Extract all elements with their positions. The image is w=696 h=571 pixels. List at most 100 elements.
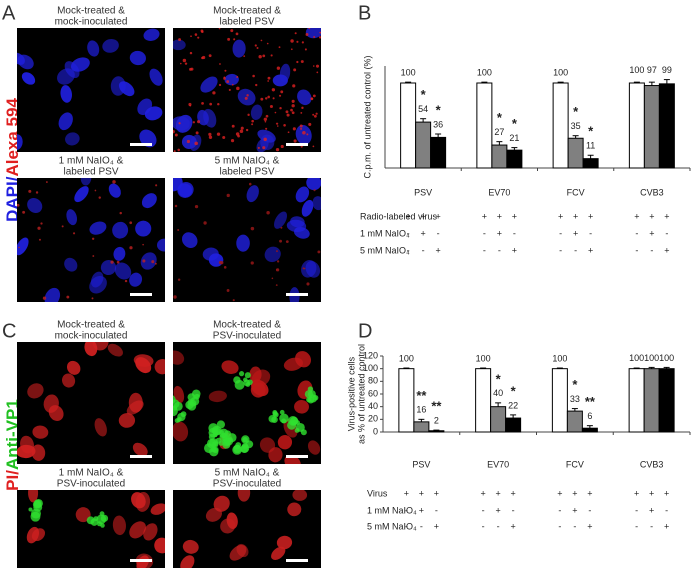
- micrograph: [173, 490, 321, 568]
- significance: *: [511, 383, 517, 398]
- panel-letter: B: [358, 2, 371, 24]
- label-dot: [280, 144, 284, 149]
- label-dot: [37, 226, 41, 230]
- value-label: 2: [434, 415, 439, 425]
- label-dot: [186, 139, 191, 144]
- virus-stain: [233, 376, 241, 384]
- treatment-sign: -: [483, 228, 486, 238]
- y-tick-label: 60: [368, 388, 378, 398]
- label-dot: [226, 289, 230, 292]
- error-bar: [510, 414, 517, 419]
- value-label: 100: [399, 353, 414, 363]
- virus-stain: [245, 440, 254, 449]
- nucleus: [58, 112, 73, 131]
- virus-stain: [173, 410, 174, 415]
- label-dot: [124, 279, 128, 283]
- label-dot: [45, 181, 48, 183]
- nucleus: [129, 272, 143, 287]
- nucleus: [27, 197, 43, 214]
- micrograph: [173, 342, 321, 464]
- label-dot: [112, 180, 116, 184]
- virus-stain: [30, 511, 41, 522]
- treatment-sign: -: [420, 521, 423, 531]
- bar: [398, 368, 415, 433]
- label-dot: [250, 261, 254, 265]
- label-dot: [194, 205, 199, 209]
- label-dot: [245, 128, 249, 132]
- label-dot: [235, 32, 239, 36]
- value-label: 100: [477, 68, 492, 78]
- treatment-sign: +: [588, 245, 593, 255]
- treatment-sign: +: [512, 245, 517, 255]
- image-caption: Mock-treated &: [213, 6, 281, 17]
- treatment-sign: -: [573, 521, 576, 531]
- treatment-sign: +: [495, 488, 500, 498]
- value-label: 100: [552, 353, 567, 363]
- label-dot: [308, 122, 312, 126]
- scale-bar: [286, 143, 308, 146]
- nucleus: [108, 183, 121, 198]
- image-caption: PSV-inoculated: [213, 479, 281, 490]
- significance: **: [585, 394, 596, 409]
- bar: [658, 83, 675, 169]
- label-dot: [264, 120, 267, 123]
- virus-stain: [177, 416, 182, 422]
- virus-stain: [219, 430, 224, 435]
- label-dot: [255, 83, 258, 87]
- label-dot: [292, 127, 296, 131]
- y-tick-label: 80: [368, 376, 378, 386]
- image-caption: Mock-treated &: [57, 6, 125, 17]
- virus-stain: [216, 420, 226, 429]
- label-dot: [287, 131, 290, 134]
- label-dot: [252, 74, 255, 78]
- nucleus: [74, 186, 89, 203]
- label-dot: [28, 189, 32, 193]
- label-dot: [304, 48, 307, 51]
- treatment-sign: -: [558, 521, 561, 531]
- label-dot: [192, 121, 195, 124]
- treatment-sign: -: [635, 245, 638, 255]
- label-dot: [246, 94, 249, 97]
- label-dot: [91, 237, 95, 240]
- virus-stain: [215, 437, 222, 444]
- label-dot: [17, 203, 20, 207]
- bar: [658, 368, 675, 433]
- scale-bar: [130, 143, 152, 146]
- x-tick-label: PSV: [414, 187, 432, 197]
- label-dot: [278, 46, 281, 49]
- virus-stain: [222, 440, 231, 449]
- significance: **: [416, 388, 427, 403]
- label-dot: [262, 146, 266, 150]
- nucleus: [87, 40, 100, 57]
- treatment-sign: -: [665, 228, 668, 238]
- bar: [430, 136, 447, 169]
- nucleus: [237, 490, 251, 502]
- nucleus: [94, 418, 107, 437]
- nucleus: [114, 262, 132, 280]
- label-dot: [232, 299, 235, 302]
- value-label: 99: [662, 65, 672, 75]
- label-dot: [219, 63, 221, 65]
- nucleus: [276, 535, 293, 550]
- nucleus: [66, 209, 77, 226]
- label-dot: [38, 238, 41, 241]
- significance: *: [588, 124, 594, 139]
- nucleus: [60, 85, 72, 103]
- image-caption: labeled PSV: [63, 167, 118, 178]
- nucleus: [112, 221, 129, 239]
- label-dot: [291, 111, 295, 115]
- label-dot: [173, 150, 176, 152]
- nucleus: [31, 444, 46, 461]
- treatment-sign: +: [649, 228, 654, 238]
- label-dot: [285, 240, 289, 244]
- error-bar: [496, 141, 503, 146]
- nucleus: [113, 246, 126, 261]
- label-dot: [316, 71, 319, 74]
- label-dot: [154, 262, 157, 265]
- treatment-sign: -: [588, 505, 591, 515]
- label-dot: [299, 124, 303, 128]
- label-dot: [290, 39, 294, 43]
- error-bar: [648, 366, 655, 369]
- treatment-sign: -: [665, 505, 668, 515]
- significance: *: [573, 104, 579, 119]
